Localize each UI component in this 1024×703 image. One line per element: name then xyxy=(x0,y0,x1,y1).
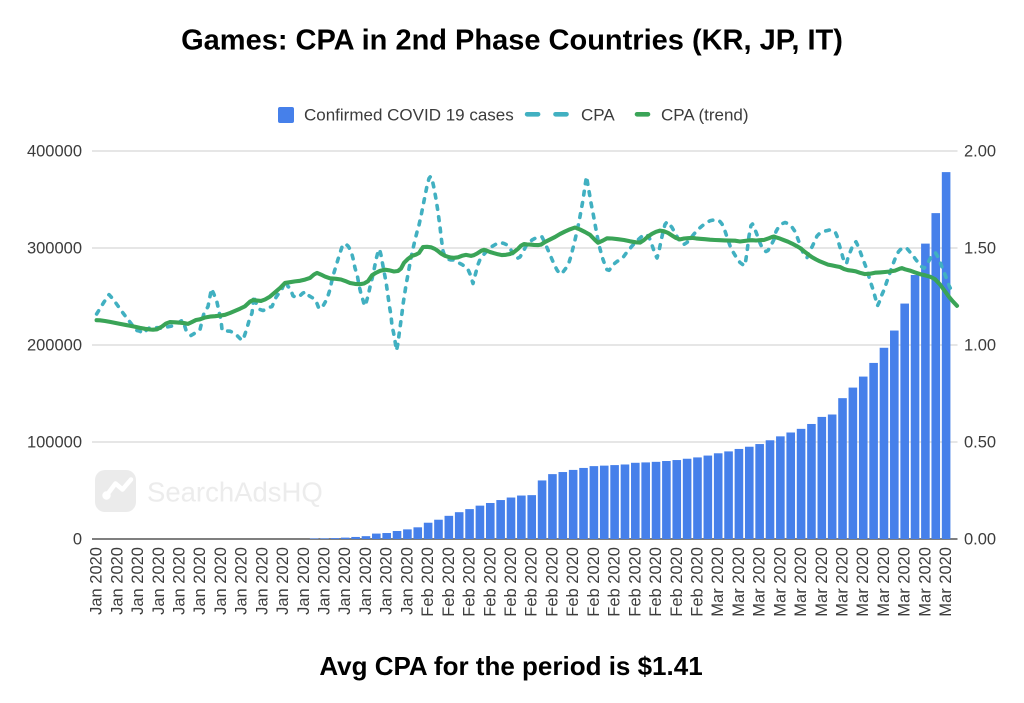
svg-text:Jan 2020: Jan 2020 xyxy=(253,547,271,615)
svg-text:Feb 2020: Feb 2020 xyxy=(688,547,706,617)
svg-text:Mar 2020: Mar 2020 xyxy=(751,547,769,617)
svg-text:200000: 200000 xyxy=(27,337,82,355)
svg-text:100000: 100000 xyxy=(27,434,82,452)
svg-text:Mar 2020: Mar 2020 xyxy=(916,547,934,617)
svg-text:Feb 2020: Feb 2020 xyxy=(419,547,437,617)
svg-text:Mar 2020: Mar 2020 xyxy=(709,547,727,617)
svg-text:0.00: 0.00 xyxy=(964,531,996,549)
svg-text:400000: 400000 xyxy=(27,143,82,161)
svg-text:300000: 300000 xyxy=(27,240,82,258)
svg-text:Feb 2020: Feb 2020 xyxy=(564,547,582,617)
svg-text:2.00: 2.00 xyxy=(964,143,996,161)
svg-text:Jan 2020: Jan 2020 xyxy=(295,547,313,615)
svg-text:Jan 2020: Jan 2020 xyxy=(170,547,188,615)
svg-text:CPA: CPA xyxy=(581,106,615,125)
svg-text:Jan 2020: Jan 2020 xyxy=(191,547,209,615)
svg-text:Jan 2020: Jan 2020 xyxy=(129,547,147,615)
svg-text:Jan 2020: Jan 2020 xyxy=(212,547,230,615)
svg-text:Jan 2020: Jan 2020 xyxy=(150,547,168,615)
svg-text:CPA (trend): CPA (trend) xyxy=(661,106,749,125)
svg-text:Feb 2020: Feb 2020 xyxy=(440,547,458,617)
svg-text:1.50: 1.50 xyxy=(964,240,996,258)
svg-text:Mar 2020: Mar 2020 xyxy=(896,547,914,617)
svg-text:Mar 2020: Mar 2020 xyxy=(771,547,789,617)
svg-text:Confirmed COVID 19 cases: Confirmed COVID 19 cases xyxy=(304,106,514,125)
svg-text:Feb 2020: Feb 2020 xyxy=(461,547,479,617)
svg-text:Mar 2020: Mar 2020 xyxy=(834,547,852,617)
svg-text:Feb 2020: Feb 2020 xyxy=(481,547,499,617)
svg-text:Mar 2020: Mar 2020 xyxy=(854,547,872,617)
svg-text:0: 0 xyxy=(73,531,82,549)
svg-text:Jan 2020: Jan 2020 xyxy=(274,547,292,615)
svg-text:Feb 2020: Feb 2020 xyxy=(523,547,541,617)
svg-text:Games: CPA in 2nd Phase Countr: Games: CPA in 2nd Phase Countries (KR, J… xyxy=(181,25,843,57)
svg-text:Jan 2020: Jan 2020 xyxy=(398,547,416,615)
svg-text:Jan 2020: Jan 2020 xyxy=(336,547,354,615)
svg-text:Feb 2020: Feb 2020 xyxy=(647,547,665,617)
svg-text:Feb 2020: Feb 2020 xyxy=(626,547,644,617)
svg-text:Feb 2020: Feb 2020 xyxy=(502,547,520,617)
svg-text:Avg CPA for the period is $1.4: Avg CPA for the period is $1.41 xyxy=(319,651,702,681)
svg-text:Jan 2020: Jan 2020 xyxy=(233,547,251,615)
svg-text:Feb 2020: Feb 2020 xyxy=(585,547,603,617)
svg-text:Mar 2020: Mar 2020 xyxy=(937,547,955,617)
svg-text:Mar 2020: Mar 2020 xyxy=(813,547,831,617)
svg-text:Jan 2020: Jan 2020 xyxy=(108,547,126,615)
svg-text:0.50: 0.50 xyxy=(964,434,996,452)
svg-text:Feb 2020: Feb 2020 xyxy=(543,547,561,617)
svg-text:Feb 2020: Feb 2020 xyxy=(668,547,686,617)
svg-text:Mar 2020: Mar 2020 xyxy=(875,547,893,617)
svg-text:1.00: 1.00 xyxy=(964,337,996,355)
svg-text:Jan 2020: Jan 2020 xyxy=(88,547,106,615)
svg-text:Jan 2020: Jan 2020 xyxy=(316,547,334,615)
svg-text:Mar 2020: Mar 2020 xyxy=(792,547,810,617)
svg-text:Jan 2020: Jan 2020 xyxy=(357,547,375,615)
svg-text:SearchAdsHQ: SearchAdsHQ xyxy=(147,477,323,508)
svg-text:Mar 2020: Mar 2020 xyxy=(730,547,748,617)
svg-text:Feb 2020: Feb 2020 xyxy=(606,547,624,617)
svg-text:Jan 2020: Jan 2020 xyxy=(378,547,396,615)
